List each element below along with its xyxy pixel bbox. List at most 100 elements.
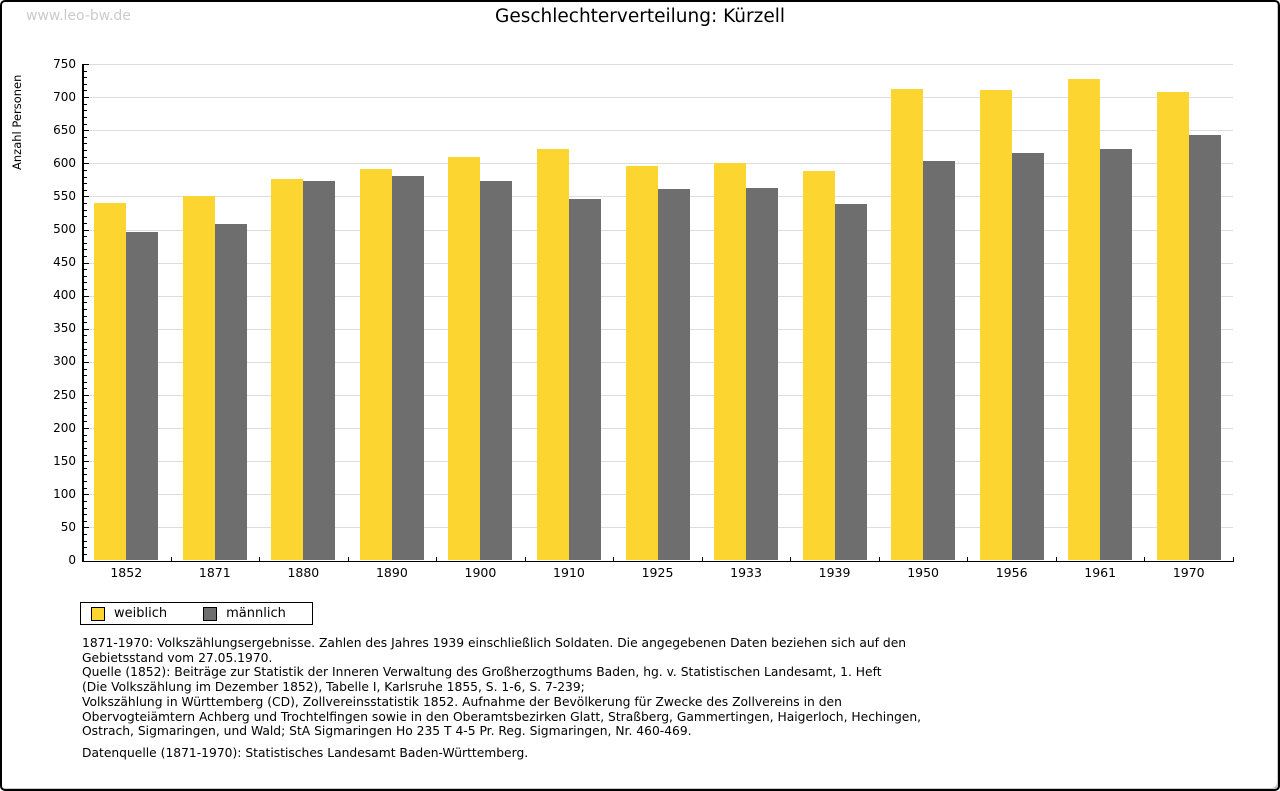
- footnote-line: Ostrach, Sigmaringen, und Wald; StA Sigm…: [82, 724, 692, 739]
- y-minor-tick: [83, 408, 87, 410]
- x-tick-label: 1871: [198, 565, 231, 580]
- watermark: www.leo-bw.de: [26, 8, 131, 24]
- y-minor-tick: [83, 540, 87, 542]
- y-minor-tick: [83, 315, 87, 317]
- x-tick-label: 1925: [641, 565, 674, 580]
- y-tick: [83, 97, 89, 99]
- y-tick: [83, 395, 89, 396]
- x-tick-label: 1910: [553, 565, 585, 580]
- y-minor-tick: [83, 156, 87, 158]
- footnote-line: (Die Volkszählung im Dezember 1852), Tab…: [82, 680, 585, 695]
- bar-männlich-1950: [923, 161, 956, 561]
- y-minor-tick: [83, 116, 87, 118]
- y-axis-line: [82, 64, 84, 562]
- y-minor-tick: [83, 520, 87, 522]
- bar-männlich-1925: [657, 189, 690, 561]
- y-tick: [83, 494, 89, 496]
- y-minor-tick: [83, 401, 87, 403]
- y-tick-label: 250: [53, 387, 76, 402]
- y-minor-tick: [83, 282, 87, 284]
- y-minor-tick: [83, 123, 87, 125]
- x-tick-label: 1950: [907, 565, 940, 580]
- x-tick-label: 1956: [995, 565, 1028, 580]
- y-minor-tick: [83, 348, 87, 350]
- y-minor-tick: [83, 269, 87, 271]
- x-tick: [1144, 556, 1146, 561]
- y-minor-tick: [83, 474, 87, 476]
- x-tick: [1233, 556, 1234, 561]
- bar-weiblich-1871: [182, 196, 215, 561]
- bar-weiblich-1925: [625, 165, 658, 561]
- legend: weiblich männlich: [80, 602, 313, 625]
- bar-männlich-1939: [834, 204, 867, 561]
- x-tick-label: 1890: [375, 565, 408, 580]
- x-axis-line: [82, 560, 1234, 562]
- x-tick: [82, 556, 83, 561]
- y-minor-tick: [83, 103, 87, 105]
- y-tick-label: 50: [60, 519, 76, 534]
- y-minor-tick: [83, 507, 87, 509]
- y-tick-label: 150: [53, 453, 76, 468]
- y-minor-tick: [83, 189, 87, 191]
- y-minor-tick: [83, 169, 87, 171]
- x-tick-label: 1880: [287, 565, 320, 580]
- bar-männlich-1900: [480, 180, 513, 561]
- y-minor-tick: [83, 500, 87, 502]
- data-source-line: Datenquelle (1871-1970): Statistisches L…: [82, 745, 529, 760]
- y-minor-tick: [83, 335, 87, 337]
- y-axis-title: Anzahl Personen: [10, 74, 24, 171]
- footnote-line: Obervogteiämtern Achberg und Trochtelfin…: [82, 709, 922, 724]
- gridline: [83, 130, 1233, 132]
- x-tick: [436, 556, 438, 561]
- bar-männlich-1933: [746, 188, 779, 561]
- y-minor-tick: [83, 368, 87, 370]
- y-minor-tick: [83, 222, 87, 224]
- bar-männlich-1961: [1100, 148, 1133, 561]
- y-minor-tick: [83, 355, 87, 357]
- y-minor-tick: [83, 83, 87, 85]
- bar-männlich-1910: [568, 199, 601, 561]
- bar-weiblich-1970: [1156, 92, 1189, 561]
- y-tick-label: 550: [53, 188, 76, 203]
- y-minor-tick: [83, 77, 87, 79]
- x-tick: [790, 556, 792, 561]
- footnote-line: Gebietsstand vom 27.05.1970.: [82, 650, 273, 665]
- legend-label-maennlich: männlich: [226, 606, 286, 621]
- y-tick-label: 300: [53, 354, 76, 369]
- bar-männlich-1970: [1188, 134, 1221, 561]
- y-minor-tick: [83, 375, 87, 377]
- x-tick-label: 1933: [730, 565, 762, 580]
- y-minor-tick: [83, 110, 87, 112]
- y-minor-tick: [83, 441, 87, 443]
- y-tick: [83, 64, 89, 65]
- y-minor-tick: [83, 255, 87, 257]
- x-tick: [524, 556, 526, 561]
- y-minor-tick: [83, 203, 87, 205]
- y-minor-tick: [83, 467, 87, 469]
- y-minor-tick: [83, 249, 87, 251]
- footnote-line: Quelle (1852): Beiträge zur Statistik de…: [82, 665, 882, 680]
- y-tick-label: 650: [53, 122, 76, 137]
- x-tick: [259, 556, 261, 561]
- y-minor-tick: [83, 176, 87, 178]
- y-tick-label: 100: [53, 486, 76, 501]
- bar-weiblich-1956: [979, 90, 1012, 561]
- y-tick-label: 350: [53, 321, 76, 336]
- x-tick-label: 1939: [818, 565, 851, 580]
- footnote-lines: 1871-1970: Volkszählungsergebnisse. Zahl…: [82, 636, 1192, 739]
- y-minor-tick: [83, 275, 87, 277]
- y-minor-tick: [83, 236, 87, 238]
- y-minor-tick: [83, 183, 87, 185]
- bar-weiblich-1939: [802, 171, 835, 561]
- y-tick-label: 700: [53, 89, 76, 104]
- footnote-line: 1871-1970: Volkszählungsergebnisse. Zahl…: [82, 636, 907, 650]
- x-tick: [701, 556, 703, 561]
- y-minor-tick: [83, 454, 87, 456]
- y-tick: [83, 461, 89, 463]
- y-tick-label: 0: [68, 553, 76, 567]
- y-minor-tick: [83, 70, 87, 72]
- bar-weiblich-1900: [448, 157, 481, 561]
- y-minor-tick: [83, 481, 87, 483]
- bar-weiblich-1950: [891, 89, 924, 561]
- gridline: [83, 64, 1233, 65]
